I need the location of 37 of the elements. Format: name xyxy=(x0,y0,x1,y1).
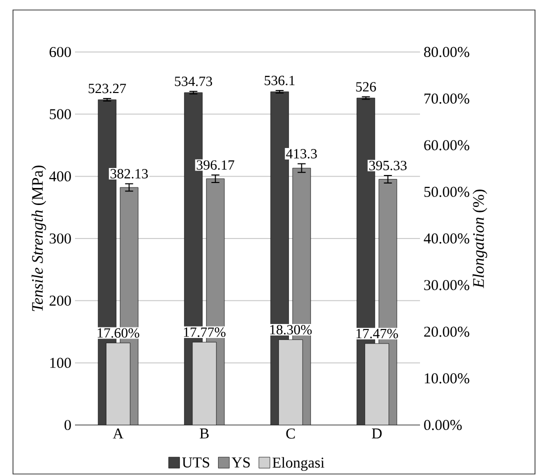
y-axis-title: Tensile Strength (MPa) xyxy=(32,166,46,312)
x-tick-label: B xyxy=(200,428,209,438)
data-label: 395.33 xyxy=(369,160,407,170)
x-tick-label: C xyxy=(286,428,295,439)
legend-label: UTS xyxy=(182,457,210,468)
data-label: 536.1 xyxy=(264,76,295,86)
y2-tick-label: 10.00% xyxy=(424,373,470,384)
y-tick-label: 600 xyxy=(50,46,71,58)
y2-tick-label: 30.00% xyxy=(424,280,470,290)
data-label: 534.73 xyxy=(174,76,212,86)
y-tick-label: 500 xyxy=(50,109,71,120)
y-tick-label: 400 xyxy=(49,171,71,182)
data-label: 17.47% xyxy=(356,328,398,338)
y-tick-label: 0 xyxy=(64,420,71,430)
y2-tick-label: 60.00% xyxy=(424,140,470,150)
y2-tick-label: 50.00% xyxy=(424,186,470,197)
y2-tick-label: 0.00% xyxy=(424,420,462,430)
data-label: 18.30% xyxy=(270,324,312,334)
y2-tick-label: 20.00% xyxy=(424,326,470,337)
y2-tick-label: 40.00% xyxy=(424,233,470,244)
x-tick-label: D xyxy=(372,428,382,438)
data-label: 396.17 xyxy=(196,160,234,170)
y-tick-label: 300 xyxy=(50,233,71,244)
y-tick-label: 100 xyxy=(50,358,71,368)
y2-axis-title: Elongation (%) xyxy=(472,190,488,288)
y-tick-label: 200 xyxy=(50,296,71,306)
legend-label: Elongasi xyxy=(272,457,324,471)
legend-label: YS xyxy=(232,457,250,468)
data-label: 526 xyxy=(356,82,376,92)
data-label: 17.60% xyxy=(98,328,140,338)
x-tick-label: A xyxy=(112,428,124,438)
data-label: 17.77% xyxy=(184,327,226,337)
y2-tick-label: 80.00% xyxy=(424,46,470,58)
y2-tick-label: 70.00% xyxy=(424,94,470,104)
data-label: 413.3 xyxy=(286,149,317,159)
data-label: 523.27 xyxy=(88,84,126,94)
data-label: 382.13 xyxy=(110,168,148,179)
